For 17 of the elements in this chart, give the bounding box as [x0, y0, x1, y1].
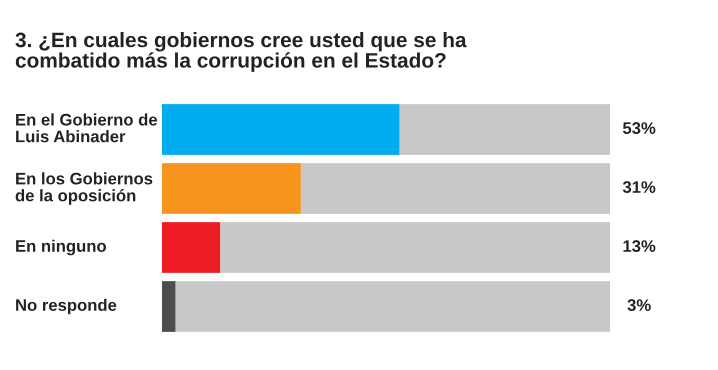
y-tick-label: No responde	[16, 298, 116, 314]
data-label: 31%	[622, 181, 656, 193]
bar	[300, 163, 610, 214]
y-tick-label: En el Gobierno de Luis Abinader	[16, 113, 158, 142]
data-label: 13%	[623, 240, 656, 252]
chart-title: 3. ¿En cuales gobiernos cree usted que se ha combatido más la corrupción en el Estado?	[15, 32, 467, 72]
bar	[175, 281, 610, 332]
y-tick-label: En los Gobiernos de la oposición	[16, 172, 152, 205]
bar	[162, 222, 220, 273]
bar	[162, 281, 176, 332]
data-label: 53%	[622, 122, 656, 134]
bar	[162, 104, 400, 155]
bar	[220, 222, 610, 273]
y-tick-label: En ninguno	[16, 240, 106, 256]
data-label: 3%	[627, 299, 651, 311]
bar	[162, 163, 301, 214]
bar	[399, 104, 610, 155]
